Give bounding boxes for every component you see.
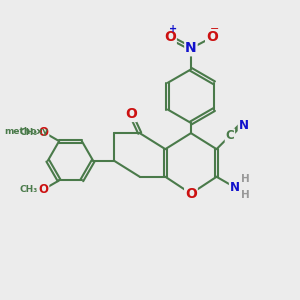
Text: H: H (241, 174, 249, 184)
Text: C: C (226, 129, 234, 142)
Text: O: O (125, 107, 137, 121)
Text: N: N (185, 41, 197, 56)
Text: −: − (209, 24, 219, 34)
Text: CH₃: CH₃ (19, 128, 38, 136)
Text: N: N (230, 181, 240, 194)
Text: O: O (185, 187, 197, 201)
Text: O: O (38, 126, 49, 139)
Text: methoxy: methoxy (4, 127, 49, 136)
Text: O: O (164, 30, 176, 44)
Text: N: N (238, 118, 248, 132)
Text: CH₃: CH₃ (19, 185, 38, 194)
Text: O: O (206, 30, 218, 44)
Text: H: H (241, 190, 249, 200)
Text: +: + (169, 24, 178, 34)
Text: O: O (38, 183, 49, 196)
